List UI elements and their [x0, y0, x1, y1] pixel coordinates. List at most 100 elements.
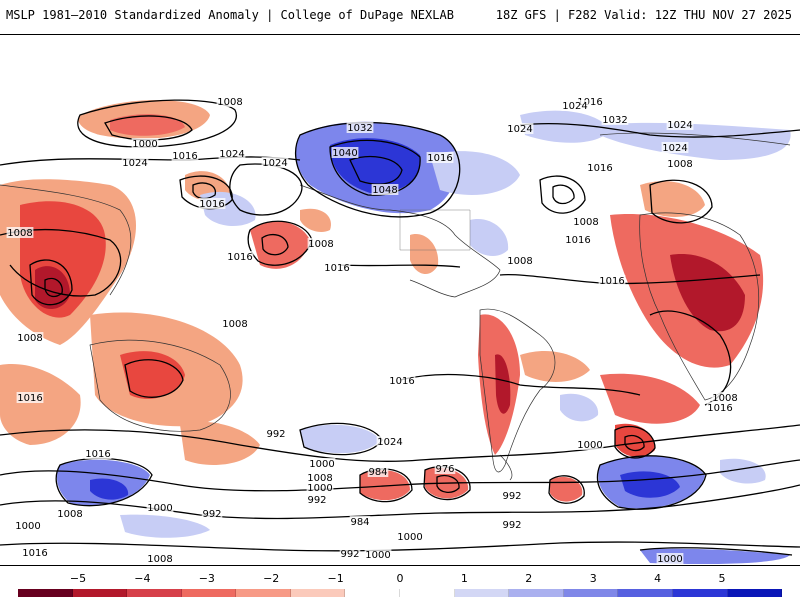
contour-label-bg: [306, 482, 334, 493]
contour-label-bg: [198, 198, 226, 209]
colorbar-segment: [127, 589, 182, 597]
isobar-label: 1032: [347, 123, 372, 134]
isobar-label: 1000: [309, 459, 334, 470]
isobar: [0, 541, 800, 552]
isobar-label: 1000: [365, 550, 390, 561]
anomaly-region: [600, 373, 700, 424]
contour-label-bg: [307, 238, 335, 249]
anomaly-region: [410, 234, 439, 275]
anomaly-region: [35, 266, 70, 310]
isobar: [229, 163, 303, 216]
isobar-label: 1016: [565, 235, 590, 246]
contour-label-bg: [6, 227, 34, 238]
isobar: [0, 228, 122, 297]
contour-label-bg: [506, 255, 534, 266]
colorbar-tick-label: 1: [460, 572, 468, 585]
contour-label-bg: [331, 147, 359, 158]
contour-label-bg: [501, 490, 523, 501]
contour-label-bg: [146, 502, 174, 513]
colorbar-segment: [563, 589, 619, 597]
contour-label-bg: [572, 216, 600, 227]
coastline: [0, 184, 132, 296]
anomaly-region: [250, 221, 310, 269]
isobar-label: 1000: [577, 440, 602, 451]
colorbar-segment: [509, 589, 564, 597]
colorbar-segment: [18, 589, 73, 597]
contour-label-bg: [16, 392, 44, 403]
isobars: [0, 99, 800, 556]
isobar-label: 1024: [507, 124, 532, 135]
isobar-label: 1008: [308, 239, 333, 250]
map-title: MSLP 1981–2010 Standardized Anomaly | Co…: [6, 8, 454, 22]
isobar-label: 1008: [667, 159, 692, 170]
contour-label-bg: [261, 157, 289, 168]
isobar: [649, 179, 713, 224]
contour-label-bg: [346, 122, 374, 133]
contour-label-bg: [376, 436, 404, 447]
isobar-label: 992: [307, 495, 326, 506]
isobar-label: 992: [202, 509, 221, 520]
contour-label-bg: [216, 96, 244, 107]
isobar-label: 1016: [389, 376, 414, 387]
colorbar-tick-label: −3: [198, 572, 215, 585]
isobar: [0, 484, 800, 520]
isobar-label: 1008: [507, 256, 532, 267]
anomaly-region: [520, 110, 610, 143]
contour-label-bg: [364, 549, 392, 560]
map-panel: 1008 1000 1024 1016 1024 1024 1016 1008 1016 1016…: [0, 34, 800, 566]
contour-label-bg: [218, 148, 246, 159]
contour-label-bg: [16, 332, 44, 343]
colorbar-segment: [181, 589, 237, 597]
anomaly-region: [600, 122, 791, 160]
contour-label-bg: [706, 402, 734, 413]
isobar-label: 1008: [573, 217, 598, 228]
isobar: [124, 359, 184, 398]
contour-label-bg: [666, 119, 694, 130]
isobar-label: 1016: [587, 163, 612, 174]
contour-label-bg: [21, 547, 49, 558]
isobar-label: 1000: [307, 483, 332, 494]
anomaly-region: [180, 421, 260, 465]
isobar-label: 1000: [147, 503, 172, 514]
colorbar-tick-label: −2: [263, 572, 280, 585]
isobar: [294, 121, 461, 218]
colorbar-segment: [672, 589, 728, 597]
contour-label-bg: [371, 184, 399, 195]
isobar-label: 1024: [667, 120, 692, 131]
isobar: [0, 424, 800, 462]
coastline: [399, 209, 471, 251]
contour-label-bg: [434, 463, 456, 474]
isobar-label: 1000: [397, 532, 422, 543]
isobar-label: 1000: [657, 554, 682, 565]
isobar-label: 1016: [85, 449, 110, 460]
isobar: [349, 156, 403, 185]
isobar-label: 1008: [57, 509, 82, 520]
anomaly-region: [300, 208, 331, 232]
isobar-label: 992: [502, 520, 521, 531]
contour-label-bg: [226, 251, 254, 262]
isobar-label: 1000: [132, 139, 157, 150]
colorbar-segment: [618, 589, 673, 597]
isobar: [247, 220, 313, 266]
colorbar-tick-label: 0: [396, 572, 404, 585]
colorbar-tick-label: 5: [718, 572, 726, 585]
coastline: [639, 212, 760, 401]
isobar-label: 1008: [217, 97, 242, 108]
anomaly-region: [720, 458, 766, 484]
contour-label-bg: [367, 466, 389, 477]
isobar-label: 1040: [332, 148, 357, 159]
contour-label-bg: [339, 548, 361, 559]
contour-label-bg: [146, 553, 174, 564]
contour-label-bg: [598, 275, 626, 286]
coastline: [499, 454, 513, 481]
contour-label-bg: [349, 516, 371, 527]
isobar-label: 1032: [602, 115, 627, 126]
anomaly-region: [560, 393, 599, 422]
anomaly-region: [615, 423, 655, 457]
anomaly-region: [360, 470, 410, 501]
anomaly-region: [120, 514, 210, 538]
contour-label-bg: [131, 138, 159, 149]
isobar: [436, 474, 460, 493]
contour-label-bg: [265, 428, 287, 439]
